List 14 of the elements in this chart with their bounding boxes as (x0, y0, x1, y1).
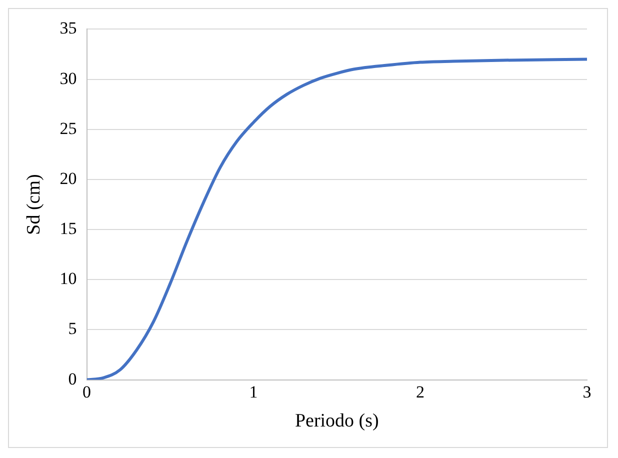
y-tick-label: 0 (68, 369, 77, 388)
y-tick-label: 15 (60, 219, 77, 238)
y-tick-label: 10 (60, 269, 77, 288)
y-tick-label: 20 (60, 168, 77, 188)
y-tick-label: 35 (60, 18, 77, 38)
y-tick-label: 30 (60, 68, 77, 88)
x-axis-title: Periodo (s) (294, 410, 379, 432)
x-tick-label: 0 (82, 382, 92, 402)
x-tick-label: 2 (416, 382, 425, 402)
y-tick-label: 25 (60, 118, 77, 138)
x-tick-label: 1 (249, 382, 258, 402)
y-axis-title: Sd (cm) (23, 174, 44, 235)
y-tick-label: 5 (68, 319, 77, 338)
x-tick-label: 3 (582, 382, 592, 402)
